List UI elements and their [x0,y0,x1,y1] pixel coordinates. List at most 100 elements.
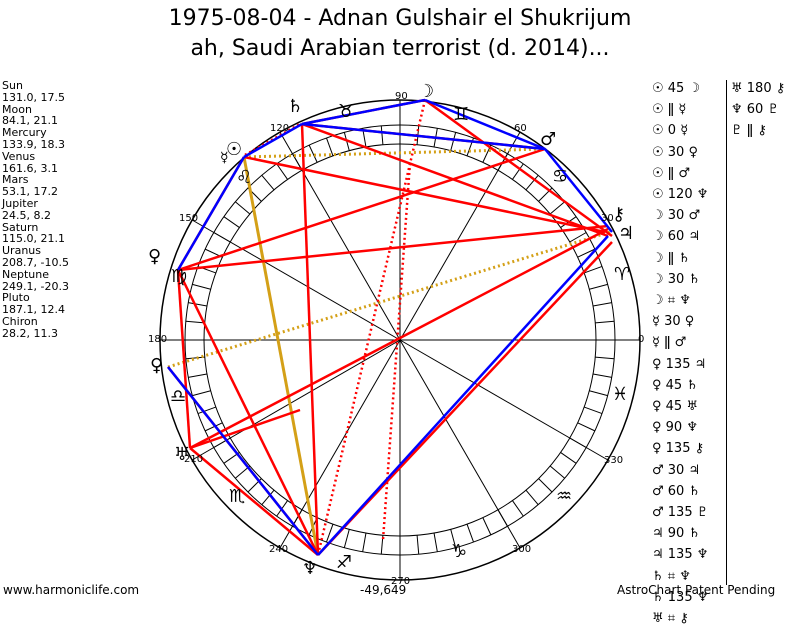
degree-tick [525,174,539,191]
planet-name: Saturn [2,220,39,234]
aspect-lines [167,98,613,556]
degree-label: 60 [514,123,527,134]
aspect-line [177,147,546,272]
degree-tick [433,532,438,552]
degree-tick [261,174,275,191]
aspect-entry: ♀ 90 ♆ [652,420,698,436]
degree-tick [325,137,334,156]
site-link[interactable]: www.harmoniclife.com [3,583,140,597]
capricorn-glyph: ♑ [451,541,467,562]
planet-name: Pluto [2,291,30,305]
planet-name: Sun [2,79,23,92]
patent-notice: AstroChart Patent Pending [617,583,776,597]
aspect-line [177,224,609,272]
planet-position-list: Sun 131.0, 17.5 Moon 84.1, 21.1 Mercury … [2,80,69,340]
planet-name: Venus [2,149,36,163]
aspect-entry: ♂ 30 ♃ [652,462,701,478]
aspect-entry: ♀ 135 ⚷ [652,441,705,457]
degree-tick [343,529,350,548]
aspect-line [301,98,426,126]
planet-coords: 84.1, 21.1 [2,114,58,128]
degree-tick [362,532,367,552]
wheel-glyphs: ☽ ♊ ♂ ♋ ♉ ♄ ☉ ☿ ♌ ⚷ ♃ ♈ ♀ ♍ ♀ ♎ ♓ ♅ ♏ ♆ … [148,81,634,579]
aspect-entry: ☉ 120 ♆ [652,187,709,203]
degree-tick [197,406,216,415]
aspect-line [317,235,609,556]
aspect-line [544,148,613,233]
venus-glyph: ♀ [148,246,161,267]
aspect-line [243,122,303,159]
aspect-entry: ☉ ǁ ☿ [652,102,687,118]
taurus-glyph: ♉ [338,101,354,122]
degree-tick [577,422,596,432]
house-spoke [399,339,521,549]
aspect-entry: ☉ 0 ☿ [652,123,689,139]
aspect-line [243,155,606,234]
mars-glyph: ♂ [540,129,556,150]
degree-tick [592,373,612,378]
neptune-glyph: ♆ [302,558,318,579]
sun-glyph: ☉ [226,139,242,160]
planet-name: Mercury [2,126,47,140]
house-spoke [399,339,609,461]
house-spoke [279,131,401,341]
planet-name: Neptune [2,267,50,281]
degree-tick [416,535,420,555]
pluto-glyph: ♀ [150,355,163,376]
degree-tick [589,390,608,397]
aspect-line [316,99,427,556]
aspect-entry: ♃ 90 ♄ [652,526,701,542]
aspect-line [189,227,609,450]
aspect-line [189,447,319,556]
degree-label: 120 [270,123,289,134]
mercury-glyph: ☿ [220,150,229,166]
aspect-entry: ☽ ⌗ ♆ [652,293,691,309]
degree-label: 300 [512,544,531,555]
planet-name: Uranus [2,244,41,258]
aspect-line [301,122,546,151]
planet-name: Moon [2,102,32,116]
aspect-entry: ♆ 60 ♇ [731,102,780,118]
degree-tick [595,356,615,360]
degree-tick [512,163,524,180]
degree-tick [185,320,205,324]
degree-labels: 90 60 30 0 330 300 270 240 210 180 150 1… [148,91,644,587]
aspect-entry: ☽ 30 ♄ [652,271,701,287]
degree-tick [589,283,608,290]
degree-tick [560,452,577,464]
degree-tick [308,144,318,163]
aspect-line [300,123,320,556]
aquarius-glyph: ♒ [556,486,572,507]
gemini-glyph: ♊ [453,104,469,125]
degree-tick [512,500,524,517]
chiron-glyph: ⚷ [612,204,625,225]
aspect-line [176,269,192,449]
degree-label: 90 [395,91,408,102]
pisces-glyph: ♓ [612,384,628,405]
aspect-line [242,156,320,556]
aspect-entry: ♃ 135 ♆ [652,547,709,563]
degree-label: 0 [638,334,644,345]
degree-label: 180 [148,334,167,345]
aspect-line [167,366,319,556]
aspect-entry: ♀ 45 ♅ [652,399,698,415]
degree-tick [450,529,457,548]
degree-tick [325,524,334,543]
planet-name: Mars [2,173,29,187]
planet-coords: 208.7, -10.5 [2,255,69,269]
planet-name: Jupiter [2,196,38,210]
moon-glyph: ☽ [418,81,434,102]
aspect-entry: ♅ 180 ⚷ [731,81,786,96]
degree-label: 240 [269,544,288,555]
aspect-entry: ☿ 30 ♀ [652,314,695,330]
leo-glyph: ♌ [236,167,252,188]
planet-coords: 187.1, 12.4 [2,303,65,317]
aspect-list-primary: ☉ 45 ☽ ☉ ǁ ☿ ☉ 0 ☿ ☉ 30 ♀ ☉ ǁ ♂ ☉ 120 ♆ … [652,78,708,629]
astro-wheel: 90 60 30 0 330 300 270 240 210 180 150 1… [148,81,644,587]
degree-tick [234,201,251,215]
aspect-entry: ♀ 135 ♃ [652,356,707,372]
aspect-entry: ☉ 30 ♀ [652,144,698,160]
aspect-line [176,269,320,556]
aspect-line [189,408,301,450]
planet-coords: 249.1, -20.3 [2,279,69,293]
